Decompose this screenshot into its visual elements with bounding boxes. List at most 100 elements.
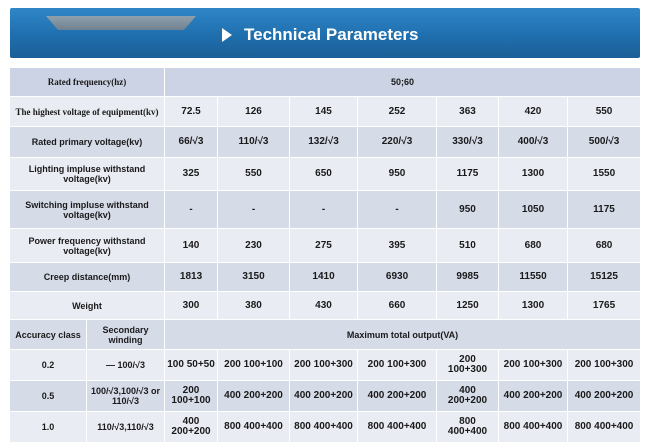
param-row: Switching impluse withstand voltage(kv) … (8, 190, 642, 229)
cell-value: 800 400+400 (436, 411, 500, 443)
cell-value: 132/√3 (289, 126, 359, 158)
cell-value: 950 (357, 157, 438, 191)
cell-value: 400 200+200 (289, 380, 359, 412)
cell-value: 50;60 (164, 67, 642, 97)
accuracy-row: 0.2 — 100/√3 100 50+50 200 100+100 200 1… (9, 349, 642, 381)
cell-value: 550 (567, 96, 642, 127)
accuracy-class-cell: 0.5 (9, 380, 87, 412)
param-row: Power frequency withstand voltage(kv) 14… (8, 228, 642, 263)
row-label: Rated primary voltage(kv) (8, 126, 166, 158)
cell-value: 1175 (436, 157, 500, 191)
cell-value: 100 50+50 (164, 349, 219, 381)
cell-value: 200 100+300 (436, 349, 500, 381)
cell-value: 300 (164, 291, 219, 320)
cell-value: 395 (357, 228, 438, 263)
cell-value: 1813 (164, 262, 219, 292)
cell-value: 800 400+400 (567, 411, 642, 443)
cell-value: 1175 (567, 190, 642, 229)
secondary-winding-cell: — 100/√3 (85, 349, 166, 381)
cell-value: - (164, 190, 219, 229)
play-arrow-icon (222, 28, 232, 42)
cell-value: 400 200+200 (164, 411, 219, 443)
cell-value: 800 400+400 (357, 411, 438, 443)
param-row: Creep distance(mm) 1813 3150 1410 6930 9… (8, 262, 642, 292)
param-row: Weight 300 380 430 660 1250 1300 1765 (8, 291, 642, 320)
cell-value: 126 (217, 96, 291, 127)
cell-value: 400 200+200 (498, 380, 569, 412)
banner-heading: Technical Parameters (222, 22, 419, 48)
accuracy-class-cell: 1.0 (9, 411, 87, 443)
cell-value: 800 400+400 (498, 411, 569, 443)
secondary-winding-cell: 100/√3,100/√3 or 110/√3 (85, 380, 166, 412)
cell-value: 200 100+100 (217, 349, 291, 381)
cell-value: 72.5 (164, 96, 219, 127)
accuracy-row: 1.0 110/√3,110/√3 400 200+200 800 400+40… (9, 411, 642, 443)
cell-value: 430 (289, 291, 359, 320)
cell-value: 200 100+100 (164, 380, 219, 412)
accuracy-class-header: Accuracy class (9, 319, 87, 350)
cell-value: 550 (217, 157, 291, 191)
accuracy-row: 0.5 100/√3,100/√3 or 110/√3 200 100+100 … (9, 380, 642, 412)
cell-value: 680 (567, 228, 642, 263)
secondary-winding-cell: 110/√3,110/√3 (85, 411, 166, 443)
cell-value: 500/√3 (567, 126, 642, 158)
cell-value: - (357, 190, 438, 229)
cell-value: 363 (436, 96, 500, 127)
cell-value: 140 (164, 228, 219, 263)
row-label: Lighting impluse withstand voltage(kv) (8, 157, 166, 191)
cell-value: 110/√3 (217, 126, 291, 158)
cell-value: 252 (357, 96, 438, 127)
cell-value: 400 200+200 (217, 380, 291, 412)
cell-value: - (217, 190, 291, 229)
cell-value: 1410 (289, 262, 359, 292)
param-row: The highest voltage of equipment(kv) 72.… (8, 96, 642, 127)
cell-value: 200 100+300 (498, 349, 569, 381)
cell-value: 380 (217, 291, 291, 320)
cell-value: 200 100+300 (567, 349, 642, 381)
row-label: Weight (8, 291, 166, 320)
cell-value: 800 400+400 (217, 411, 291, 443)
cell-value: 66/√3 (164, 126, 219, 158)
cell-value: 680 (498, 228, 569, 263)
rated-frequency-row: Rated frequency(hz) 50;60 (8, 67, 642, 97)
cell-value: 330/√3 (436, 126, 500, 158)
cell-value: 200 100+300 (357, 349, 438, 381)
cell-value: 11550 (498, 262, 569, 292)
row-label: The highest voltage of equipment(kv) (8, 96, 166, 127)
cell-value: 400 200+200 (357, 380, 438, 412)
cell-value: 1765 (567, 291, 642, 320)
banner-tab-decoration (46, 16, 196, 30)
cell-value: 1250 (436, 291, 500, 320)
param-row: Lighting impluse withstand voltage(kv) 3… (8, 157, 642, 191)
cell-value: 950 (436, 190, 500, 229)
cell-value: 15125 (567, 262, 642, 292)
cell-value: 9985 (436, 262, 500, 292)
cell-value: 1300 (498, 157, 569, 191)
cell-value: 400/√3 (498, 126, 569, 158)
cell-value: 510 (436, 228, 500, 263)
cell-value: 800 400+400 (289, 411, 359, 443)
header-banner (10, 8, 640, 58)
cell-value: 3150 (217, 262, 291, 292)
cell-value: 325 (164, 157, 219, 191)
row-label: Rated frequency(hz) (8, 67, 166, 97)
cell-value: 1550 (567, 157, 642, 191)
cell-value: 420 (498, 96, 569, 127)
cell-value: 220/√3 (357, 126, 438, 158)
cell-value: 275 (289, 228, 359, 263)
max-output-header: Maximum total output(VA) (164, 319, 642, 350)
cell-value: 650 (289, 157, 359, 191)
param-row: Rated primary voltage(kv) 66/√3 110/√3 1… (8, 126, 642, 158)
cell-value: 1300 (498, 291, 569, 320)
cell-value: 400 200+200 (567, 380, 642, 412)
row-label: Creep distance(mm) (8, 262, 166, 292)
cell-value: 1050 (498, 190, 569, 229)
row-label: Switching impluse withstand voltage(kv) (8, 190, 166, 229)
cell-value: 660 (357, 291, 438, 320)
output-header-row: Accuracy class Secondary winding Maximum… (9, 319, 642, 350)
page-title: Technical Parameters (244, 25, 419, 44)
cell-value: 6930 (357, 262, 438, 292)
cell-value: 200 100+300 (289, 349, 359, 381)
secondary-winding-header: Secondary winding (85, 319, 166, 350)
cell-value: 145 (289, 96, 359, 127)
